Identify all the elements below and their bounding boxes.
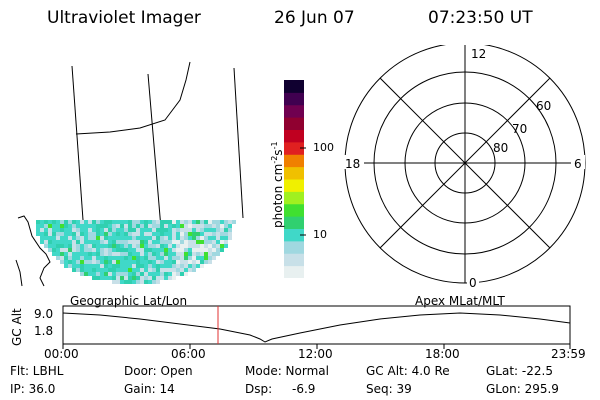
colorbar-segment xyxy=(284,104,304,118)
colorbar-segment xyxy=(284,141,304,155)
coastline xyxy=(15,259,23,287)
observation-time: 07:23:50 UT xyxy=(428,8,533,28)
colorbar-segment xyxy=(284,191,304,205)
coastline xyxy=(17,215,51,287)
geographic-label: Geographic Lat/Lon xyxy=(70,294,188,308)
colorbar-segment xyxy=(284,154,304,168)
time-tick-0600: 06:00 xyxy=(171,347,206,361)
observation-date: 26 Jun 07 xyxy=(274,8,355,28)
gc-alt-readout: GC Alt: 4.0 Re xyxy=(366,364,450,378)
gain-readout: Gain: 14 xyxy=(124,382,175,396)
colorbar-segment xyxy=(284,253,304,267)
geographic-image-panel xyxy=(15,61,244,287)
colorbar-segment xyxy=(284,117,304,131)
colorbar-segment xyxy=(284,228,304,242)
colorbar-segment xyxy=(284,240,304,254)
mode-readout: Mode: Normal xyxy=(245,364,329,378)
time-tick-2359: 23:59 xyxy=(551,347,586,361)
time-tick-1800: 18:00 xyxy=(425,347,460,361)
timeline-ytick-top: 9.0 xyxy=(34,307,54,321)
colorbar-segment xyxy=(284,80,304,93)
colorbar-segment xyxy=(284,179,304,192)
door-readout: Door: Open xyxy=(124,364,193,378)
colorbar-unit-label: photon cm-2s-1 xyxy=(270,141,285,228)
colorbar-segment xyxy=(284,129,304,143)
colorbar-segment xyxy=(284,203,304,217)
color-scale-bar xyxy=(284,80,304,278)
uv-emission-map xyxy=(36,220,236,284)
altitude-curve xyxy=(62,312,571,343)
mlat-label-60: 60 xyxy=(536,99,551,113)
coastline xyxy=(75,61,191,135)
sequence-readout: Seq: 39 xyxy=(366,382,412,396)
colorbar-segment xyxy=(284,166,304,180)
colorbar-segment xyxy=(284,92,304,106)
colorbar-segment xyxy=(284,265,304,278)
mlt-label-0: 0 xyxy=(469,276,477,290)
mlat-label-70: 70 xyxy=(512,122,527,136)
colorbar-tick-100: 100 xyxy=(313,141,334,154)
filter-readout: Flt: LBHL xyxy=(10,364,64,378)
colorbar-ticks xyxy=(300,147,306,236)
mlt-label-6: 6 xyxy=(574,157,582,171)
colorbar-segment xyxy=(284,216,304,230)
dsp-label: Dsp: xyxy=(245,382,273,396)
instrument-title: Ultraviolet Imager xyxy=(47,8,201,28)
apex-label: Apex MLat/MLT xyxy=(415,294,505,308)
glon-readout: GLon: 295.9 xyxy=(486,382,559,396)
meridian-line xyxy=(233,67,244,219)
dsp-value: -6.9 xyxy=(292,382,316,396)
mlat-label-80: 80 xyxy=(493,141,508,155)
timeline-ytick-bottom: 1.8 xyxy=(34,324,54,338)
time-tick-1200: 12:00 xyxy=(298,347,333,361)
altitude-timeline xyxy=(62,305,571,349)
mlt-label-12: 12 xyxy=(471,47,486,61)
polar-mlat-mlt-plot: 12 18 6 0 60 70 80 xyxy=(342,45,586,290)
glat-readout: GLat: -22.5 xyxy=(486,364,553,378)
timeline-ylabel: GC Alt xyxy=(10,308,24,346)
time-tick-0000: 00:00 xyxy=(44,347,79,361)
colorbar-tick-10: 10 xyxy=(313,228,327,241)
mlt-label-18: 18 xyxy=(345,157,360,171)
ip-readout: IP: 36.0 xyxy=(10,382,56,396)
